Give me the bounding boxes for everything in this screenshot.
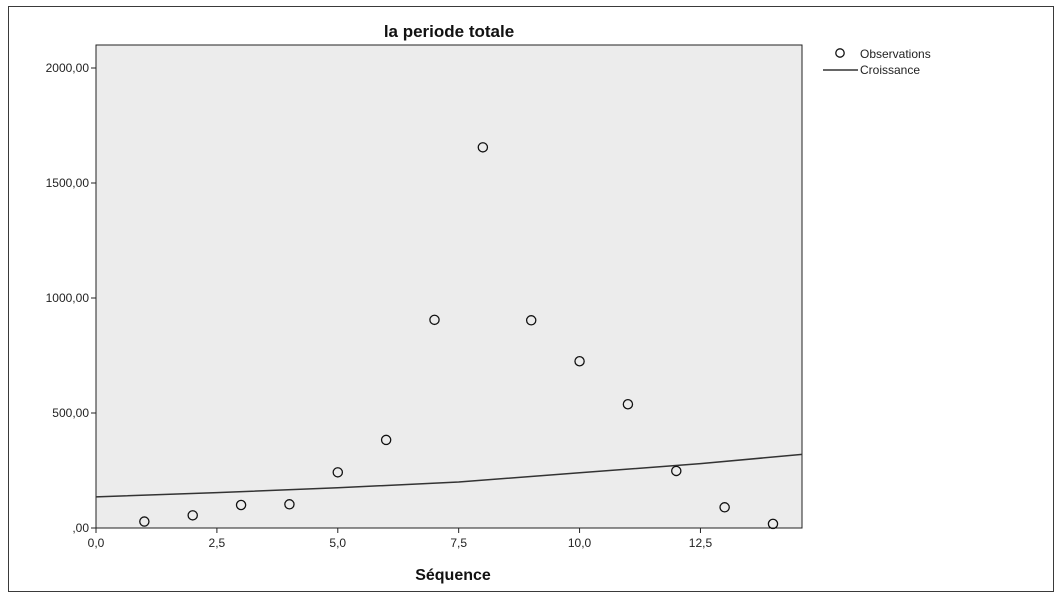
x-tick-label: 7,5 bbox=[450, 536, 467, 550]
data-point-observation bbox=[187, 510, 198, 521]
data-point-observation bbox=[429, 314, 440, 326]
data-point-observation bbox=[574, 355, 585, 367]
legend: Observations Croissance bbox=[823, 47, 931, 77]
legend-observations-label: Observations bbox=[860, 47, 931, 61]
plot-area bbox=[95, 44, 803, 529]
data-point-observation bbox=[380, 434, 392, 446]
x-tick-label: 10,0 bbox=[568, 536, 592, 550]
data-point-observation bbox=[477, 142, 489, 153]
series-croissance-line bbox=[95, 453, 803, 498]
data-marks bbox=[95, 142, 803, 530]
y-tick-label: 1500,00 bbox=[46, 176, 90, 190]
data-point-observation bbox=[332, 467, 344, 478]
data-point-observation bbox=[235, 499, 247, 511]
chart-title: la periode totale bbox=[384, 22, 514, 41]
x-tick-label: 12,5 bbox=[689, 536, 713, 550]
legend-observations-marker bbox=[835, 48, 845, 58]
y-tick-label: ,00 bbox=[72, 521, 89, 535]
data-point-observation bbox=[284, 499, 295, 510]
data-point-observation bbox=[767, 518, 779, 530]
y-tick-label: 500,00 bbox=[52, 406, 89, 420]
data-point-observation bbox=[622, 399, 634, 410]
axes: ,00 500,00 1000,00 1500,00 2000,00 0,0 2,5 5,0 7… bbox=[46, 61, 713, 550]
x-tick-label: 2,5 bbox=[209, 536, 226, 550]
x-axis-label: Séquence bbox=[415, 567, 491, 584]
legend-croissance-label: Croissance bbox=[860, 63, 920, 77]
x-tick-label: 5,0 bbox=[329, 536, 346, 550]
data-point-observation bbox=[719, 502, 730, 513]
x-tick-label: 0,0 bbox=[88, 536, 105, 550]
data-point-observation bbox=[139, 516, 150, 527]
y-tick-label: 2000,00 bbox=[46, 61, 90, 75]
data-point-observation bbox=[671, 465, 682, 477]
y-tick-label: 1000,00 bbox=[46, 291, 90, 305]
data-point-observation bbox=[525, 315, 537, 326]
